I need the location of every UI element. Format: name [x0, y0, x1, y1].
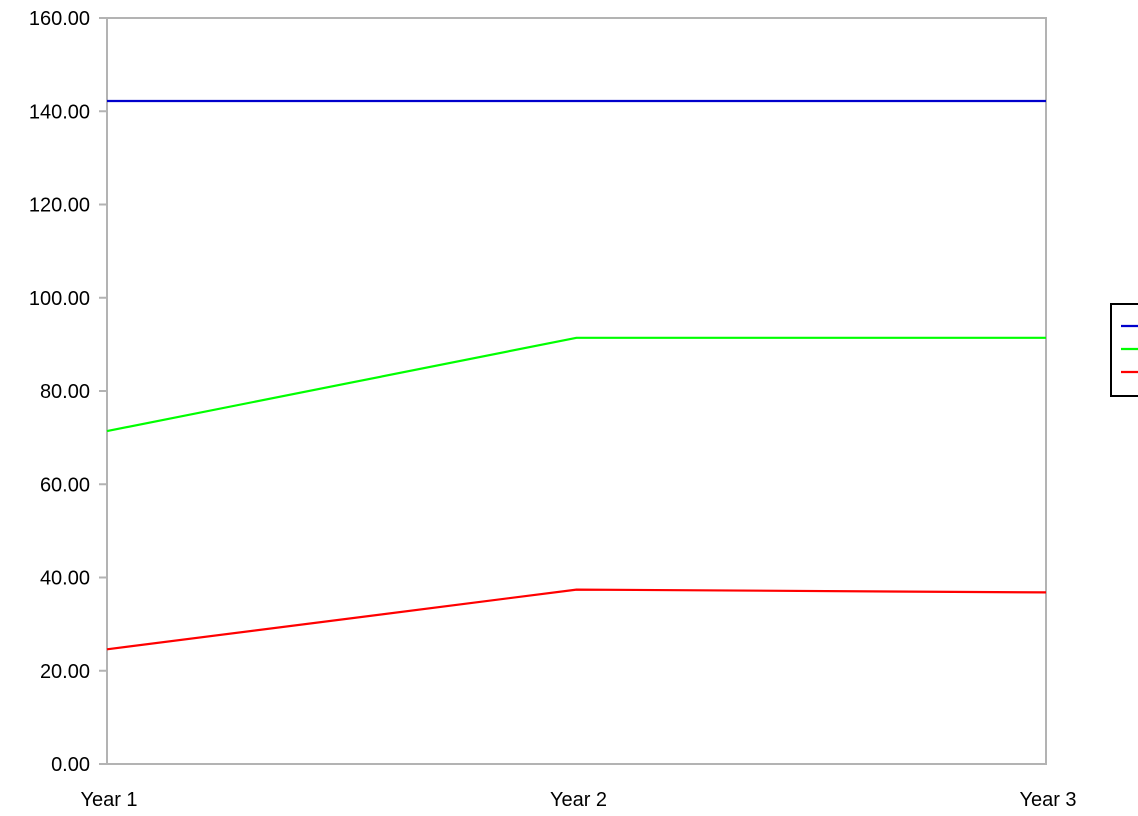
y-tick-label: 140.00 — [29, 101, 90, 123]
y-axis: 0.00 20.00 40.00 60.00 80.00 100.00 120.00 140.… — [29, 8, 107, 776]
x-tick-label: Year 2 — [550, 789, 607, 811]
y-tick-label: 160.00 — [29, 8, 90, 30]
legend — [1110, 303, 1138, 397]
x-tick-label: Year 1 — [80, 789, 137, 811]
y-tick-label: 60.00 — [40, 474, 90, 496]
x-tick-label: Year 3 — [1019, 789, 1076, 811]
series-lines — [106, 99, 1047, 651]
y-tick-label: 0.00 — [51, 754, 90, 776]
y-tick-label: 100.00 — [29, 288, 90, 310]
plot-frame — [106, 17, 1047, 765]
y-tick-label: 40.00 — [40, 568, 90, 590]
series-line-3 — [106, 588, 1047, 651]
series-line-2 — [106, 336, 1046, 433]
x-axis: Year 1 Year 2 Year 3 — [80, 789, 1076, 811]
y-tick-label: 20.00 — [40, 661, 90, 683]
y-tick-label: 120.00 — [29, 195, 90, 217]
y-tick-label: 80.00 — [40, 381, 90, 403]
